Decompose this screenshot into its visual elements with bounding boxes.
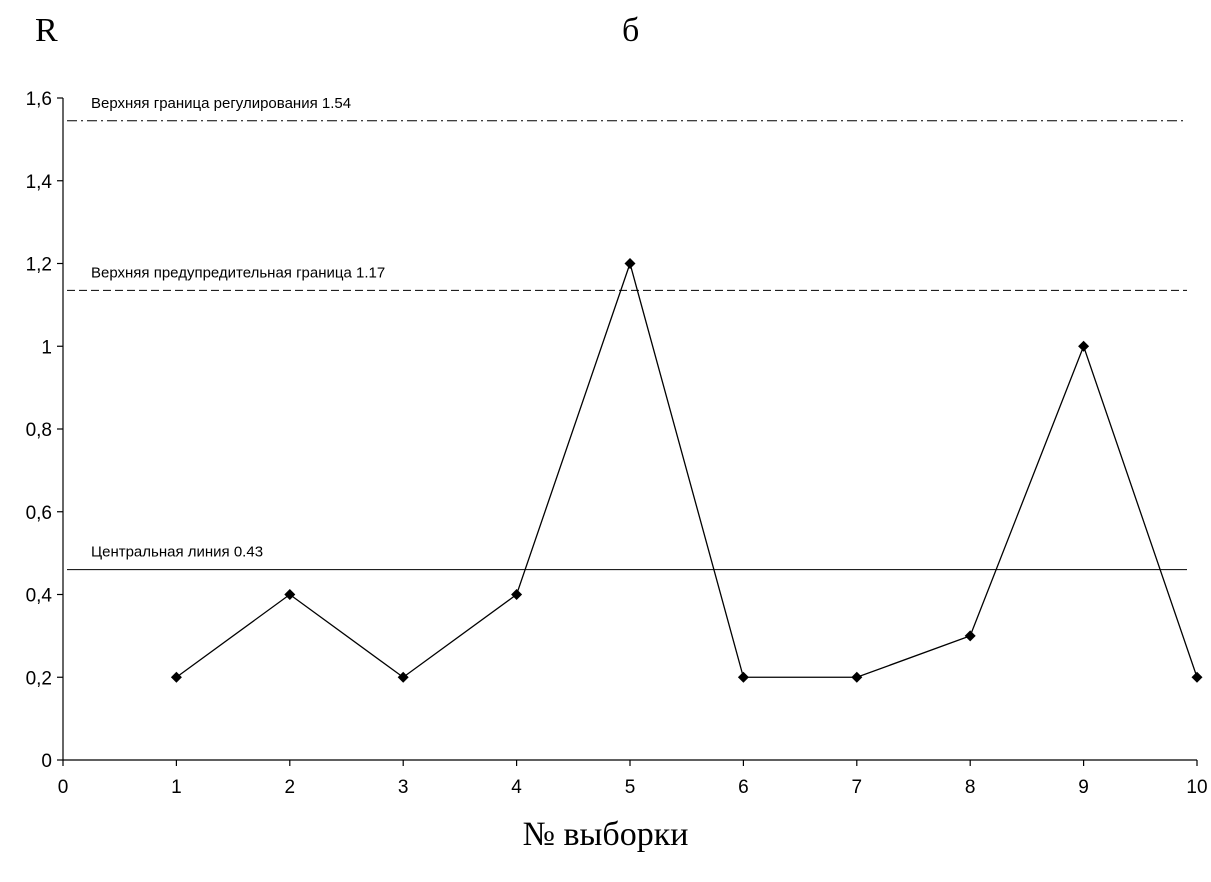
reference-line-label: Верхняя граница регулирования 1.54 — [91, 95, 351, 112]
series-layer — [170, 258, 1203, 683]
x-tick-label: 7 — [852, 777, 863, 798]
x-axis-title: № выборки — [522, 816, 689, 853]
x-tick-label: 1 — [171, 777, 182, 798]
data-point-marker — [964, 630, 976, 642]
reference-line-label: Центральная линия 0.43 — [91, 544, 263, 561]
y-tick-label: 1,4 — [26, 172, 53, 193]
y-tick-label: 1 — [41, 337, 52, 358]
reference-line-label: Верхняя предупредительная граница 1.17 — [91, 264, 385, 281]
y-tick-label: 0,2 — [26, 668, 52, 689]
data-point-marker — [624, 258, 636, 269]
y-tick-label: 1,2 — [26, 255, 52, 276]
data-point-marker — [170, 671, 182, 683]
x-tick-label: 4 — [511, 777, 522, 798]
x-tick-label: 9 — [1078, 777, 1089, 798]
data-point-marker — [1078, 340, 1090, 352]
y-tick-label: 0,4 — [26, 586, 53, 607]
x-tick-label: 5 — [625, 777, 636, 798]
y-tick-label: 0,8 — [26, 420, 52, 441]
x-tick-label: 2 — [285, 777, 296, 798]
series-line — [176, 261, 1198, 679]
y-tick-label: 1,6 — [26, 89, 52, 110]
x-tick-label: 8 — [965, 777, 976, 798]
y-tick-label: 0 — [41, 751, 52, 772]
x-tick-label: 3 — [398, 777, 409, 798]
data-point-marker — [397, 671, 409, 683]
x-tick-label: 0 — [58, 777, 69, 798]
axes-layer: 0 0,2 0,4 0,6 0,8 1 1,2 1,4 1,6 0 1 2 3 4 5 6 7 8 9 10 — [26, 89, 1208, 798]
data-point-marker — [511, 589, 523, 600]
panel-label: б — [622, 12, 640, 49]
data-point-marker — [851, 671, 863, 683]
data-point-marker — [1191, 671, 1203, 683]
reference-lines-layer: Верхняя граница регулирования 1.54 Верхня… — [67, 95, 1187, 571]
x-tick-label: 6 — [738, 777, 749, 798]
y-tick-label: 0,6 — [26, 503, 52, 524]
x-tick-label: 10 — [1186, 777, 1207, 798]
data-point-marker — [284, 589, 296, 600]
data-point-marker — [737, 671, 749, 683]
y-axis-title: R — [35, 12, 58, 49]
